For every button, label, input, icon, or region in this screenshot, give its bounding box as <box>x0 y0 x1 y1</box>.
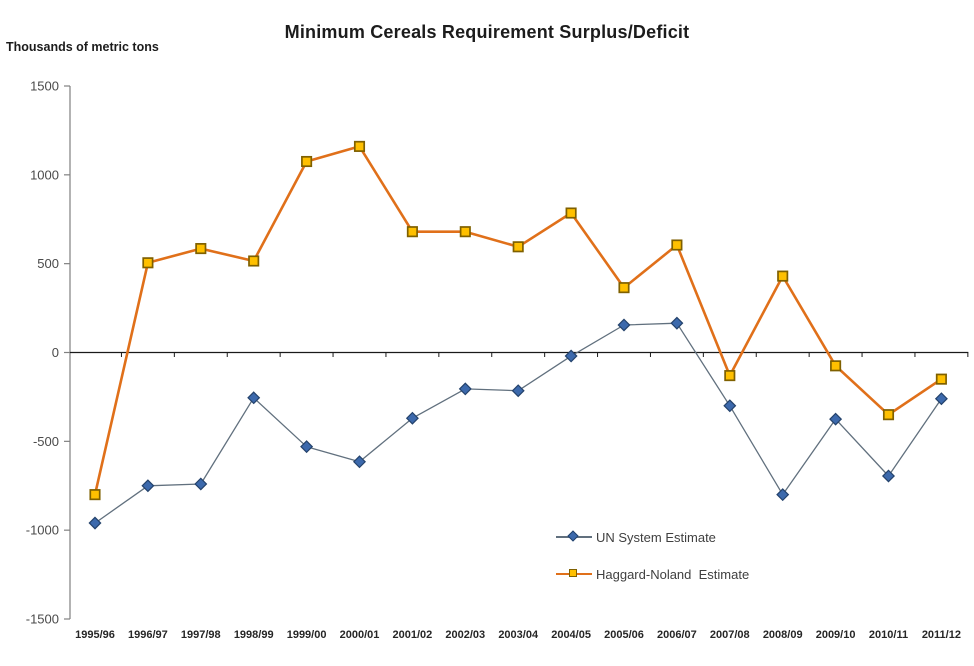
diamond-data-point <box>829 412 843 426</box>
x-axis-category-label: 2001/02 <box>393 629 433 641</box>
square-data-point <box>618 282 630 294</box>
y-axis-tick-label: -1000 <box>26 523 59 538</box>
diamond-data-point <box>458 382 472 396</box>
diamond-data-point <box>141 479 155 493</box>
y-axis-tick-label: 1000 <box>30 167 59 182</box>
x-axis-category-label: 1996/97 <box>128 629 168 641</box>
x-axis-category-label: 2000/01 <box>340 629 380 641</box>
diamond-data-point <box>194 477 208 491</box>
x-axis-category-label: 1995/96 <box>75 629 115 641</box>
y-axis-tick-label: 1500 <box>30 79 59 94</box>
square-data-point <box>724 370 736 382</box>
square-data-point <box>512 241 524 253</box>
x-axis-category-label: 2002/03 <box>445 629 485 641</box>
square-data-point <box>777 270 789 282</box>
x-axis-category-label: 1997/98 <box>181 629 221 641</box>
square-data-point <box>195 243 207 255</box>
diamond-data-point <box>511 384 525 398</box>
x-axis-category-label: 2007/08 <box>710 629 750 641</box>
square-data-point <box>248 255 260 267</box>
y-axis-unit-label: Thousands of metric tons <box>6 40 159 54</box>
diamond-data-point <box>723 399 737 413</box>
series-line <box>94 322 942 524</box>
diamond-data-point <box>934 392 948 406</box>
square-data-point <box>301 155 313 168</box>
x-axis-category-label: 2006/07 <box>657 629 697 641</box>
x-axis-category-label: 2011/12 <box>922 629 961 641</box>
square-data-point <box>565 207 577 219</box>
x-axis-category-label: 2009/10 <box>816 629 856 641</box>
diamond-data-point <box>881 469 896 483</box>
square-data-point <box>671 239 683 251</box>
square-data-point <box>830 360 842 372</box>
x-axis-category-label: 2008/09 <box>763 629 803 641</box>
diamond-marker-icon <box>567 530 579 542</box>
diamond-data-point <box>564 349 578 363</box>
square-marker-icon <box>569 569 577 577</box>
square-data-point <box>142 257 154 269</box>
x-axis-category-label: 2003/04 <box>498 629 539 641</box>
legend-label-un-system: UN System Estimate <box>596 529 716 545</box>
square-data-point <box>89 489 101 501</box>
x-axis-category-label: 2010/11 <box>869 629 908 641</box>
chart-title: Minimum Cereals Requirement Surplus/Defi… <box>284 22 690 42</box>
x-axis-category-label: 1999/00 <box>287 629 327 641</box>
diamond-data-point <box>352 455 367 469</box>
legend-item-haggard-noland: Haggard-Noland Estimate <box>556 561 749 587</box>
legend-item-un-system: UN System Estimate <box>556 524 749 550</box>
diamond-data-point <box>776 488 790 502</box>
diamond-data-point <box>247 391 261 405</box>
x-axis-category-label: 2004/05 <box>551 629 591 641</box>
haggard-series-sample <box>556 568 592 580</box>
x-axis-category-label: 1998/99 <box>234 629 274 641</box>
y-axis-tick-label: 500 <box>37 256 59 271</box>
diamond-data-point <box>405 411 419 425</box>
diamond-data-point <box>300 440 314 454</box>
legend-label-haggard-noland: Haggard-Noland Estimate <box>596 566 750 582</box>
square-data-point <box>882 409 895 421</box>
y-axis-tick-label: -500 <box>33 434 59 449</box>
diamond-data-point <box>670 316 684 330</box>
square-data-point <box>406 226 418 238</box>
square-data-point <box>935 373 947 385</box>
chart-legend: UN System Estimate Haggard-Noland Estima… <box>556 524 749 598</box>
y-axis-tick-label: -1500 <box>26 612 59 627</box>
square-data-point <box>353 140 366 152</box>
x-axis-category-label: 2005/06 <box>604 629 644 641</box>
diamond-data-point <box>617 318 631 332</box>
square-data-point <box>459 226 471 238</box>
y-axis-tick-label: 0 <box>52 345 59 360</box>
series-line <box>93 145 943 495</box>
diamond-data-point <box>88 516 102 530</box>
un-series-sample <box>556 530 592 543</box>
